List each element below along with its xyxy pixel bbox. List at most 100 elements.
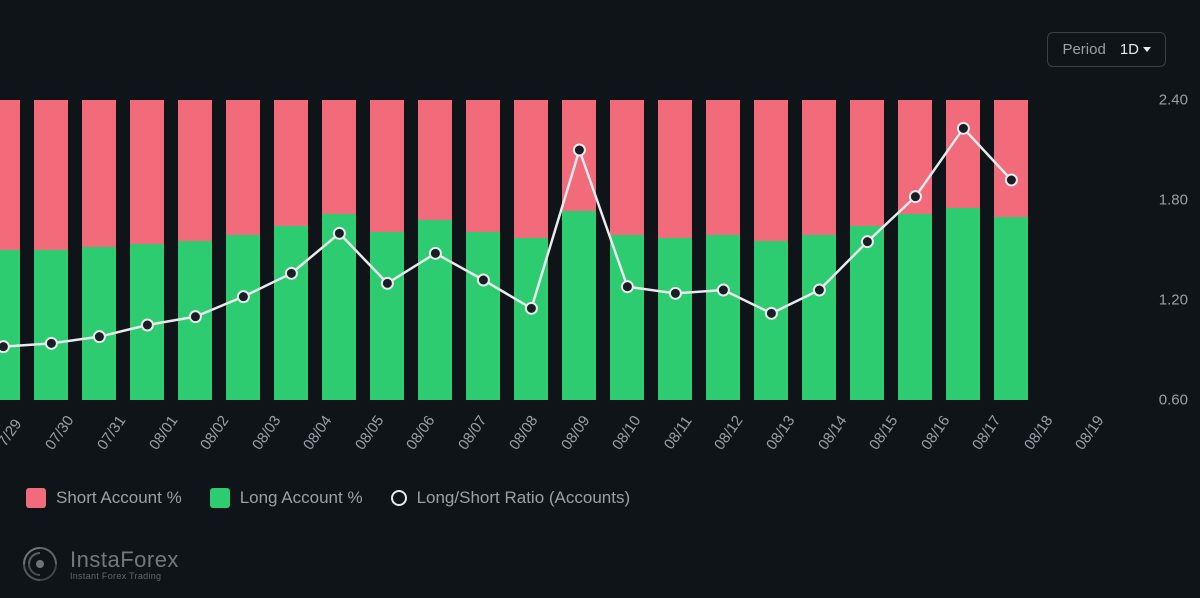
bar bbox=[802, 100, 836, 400]
bar-long-segment bbox=[802, 235, 836, 400]
bar-long-segment bbox=[178, 241, 212, 400]
bar bbox=[274, 100, 308, 400]
bar-short-segment bbox=[466, 100, 500, 232]
bar bbox=[82, 100, 116, 400]
bar-short-segment bbox=[418, 100, 452, 220]
bar-short-segment bbox=[898, 100, 932, 214]
bar-short-segment bbox=[946, 100, 980, 208]
bar bbox=[850, 100, 884, 400]
x-tick-label: 08/07 bbox=[455, 413, 490, 454]
x-tick-label: 08/01 bbox=[146, 413, 181, 454]
bar-long-segment bbox=[226, 235, 260, 400]
legend-swatch bbox=[210, 488, 230, 508]
bar-short-segment bbox=[322, 100, 356, 214]
x-tick-label: 08/13 bbox=[763, 413, 798, 454]
bar bbox=[610, 100, 644, 400]
x-tick-label: 08/05 bbox=[352, 413, 387, 454]
bar-long-segment bbox=[562, 211, 596, 400]
bar bbox=[562, 100, 596, 400]
bar-long-segment bbox=[370, 232, 404, 400]
bar-long-segment bbox=[514, 238, 548, 400]
bar bbox=[34, 100, 68, 400]
watermark-icon bbox=[18, 542, 62, 586]
x-tick-label: 08/02 bbox=[197, 413, 232, 454]
bar-short-segment bbox=[850, 100, 884, 226]
legend-label: Long Account % bbox=[240, 488, 363, 508]
bar-short-segment bbox=[0, 100, 20, 250]
bar-short-segment bbox=[370, 100, 404, 232]
bar-short-segment bbox=[610, 100, 644, 235]
legend-item[interactable]: Short Account % bbox=[26, 488, 182, 508]
y-tick: 0.60 bbox=[1159, 392, 1188, 409]
x-tick-label: 08/03 bbox=[249, 413, 284, 454]
bar bbox=[658, 100, 692, 400]
bar-long-segment bbox=[898, 214, 932, 400]
bar-long-segment bbox=[658, 238, 692, 400]
bar-long-segment bbox=[322, 214, 356, 400]
bar-short-segment bbox=[514, 100, 548, 238]
bar-short-segment bbox=[754, 100, 788, 241]
legend-item[interactable]: Long Account % bbox=[210, 488, 363, 508]
x-axis: 7/29 07/30 07/31 08/01 08/02 08/03 08/04 08/05 0… bbox=[0, 410, 1130, 470]
bar bbox=[898, 100, 932, 400]
bar bbox=[418, 100, 452, 400]
y-tick: 1.80 bbox=[1159, 192, 1188, 209]
bar-long-segment bbox=[706, 235, 740, 400]
bar bbox=[754, 100, 788, 400]
x-tick-label: 08/09 bbox=[558, 413, 593, 454]
period-selector[interactable]: Period 1D bbox=[1047, 32, 1166, 67]
x-tick-label: 08/17 bbox=[969, 413, 1004, 454]
legend-label: Short Account % bbox=[56, 488, 182, 508]
x-tick-label: 07/30 bbox=[42, 413, 77, 454]
bar-long-segment bbox=[130, 244, 164, 400]
bar-short-segment bbox=[130, 100, 164, 244]
period-label: Period bbox=[1062, 41, 1105, 58]
x-tick-label: 08/16 bbox=[918, 413, 953, 454]
bar bbox=[514, 100, 548, 400]
bar-short-segment bbox=[274, 100, 308, 226]
y-tick: 1.20 bbox=[1159, 292, 1188, 309]
bar-long-segment bbox=[754, 241, 788, 400]
x-tick-label: 08/10 bbox=[609, 413, 644, 454]
bar-short-segment bbox=[562, 100, 596, 211]
chart-container: Period 1D 0.601.201.802.40 7/2907/3007/3… bbox=[0, 0, 1200, 598]
y-axis: 0.601.201.802.40 bbox=[1138, 100, 1188, 400]
bar-long-segment bbox=[610, 235, 644, 400]
x-tick-label: 08/06 bbox=[403, 413, 438, 454]
bar-long-segment bbox=[850, 226, 884, 400]
legend-item[interactable]: Long/Short Ratio (Accounts) bbox=[391, 488, 631, 508]
period-value-text: 1D bbox=[1120, 41, 1139, 58]
bar bbox=[706, 100, 740, 400]
legend-circle-icon bbox=[391, 490, 407, 506]
bar bbox=[130, 100, 164, 400]
bar-long-segment bbox=[994, 217, 1028, 400]
bar-long-segment bbox=[946, 208, 980, 400]
x-tick-label: 07/31 bbox=[94, 413, 129, 454]
bar bbox=[466, 100, 500, 400]
bar bbox=[322, 100, 356, 400]
bar-short-segment bbox=[34, 100, 68, 250]
bar-short-segment bbox=[226, 100, 260, 235]
chevron-down-icon bbox=[1143, 47, 1151, 52]
bar-long-segment bbox=[418, 220, 452, 400]
x-tick-label: 08/04 bbox=[300, 413, 335, 454]
watermark-main: InstaForex bbox=[70, 547, 179, 573]
bar-short-segment bbox=[802, 100, 836, 235]
watermark-sub: Instant Forex Trading bbox=[70, 571, 179, 581]
bar-short-segment bbox=[994, 100, 1028, 217]
bar-short-segment bbox=[82, 100, 116, 247]
bar-long-segment bbox=[34, 250, 68, 400]
bar bbox=[994, 100, 1028, 400]
bar bbox=[226, 100, 260, 400]
bar bbox=[0, 100, 20, 400]
x-tick-label: 08/19 bbox=[1072, 413, 1107, 454]
x-tick-label: 7/29 bbox=[0, 414, 27, 452]
bar bbox=[178, 100, 212, 400]
x-tick-label: 08/14 bbox=[815, 413, 850, 454]
bar-long-segment bbox=[466, 232, 500, 400]
legend: Short Account % Long Account % Long/Short … bbox=[26, 488, 630, 508]
bar-long-segment bbox=[82, 247, 116, 400]
bar-short-segment bbox=[706, 100, 740, 235]
x-tick-label: 08/18 bbox=[1021, 413, 1056, 454]
x-tick-label: 08/11 bbox=[661, 413, 696, 453]
